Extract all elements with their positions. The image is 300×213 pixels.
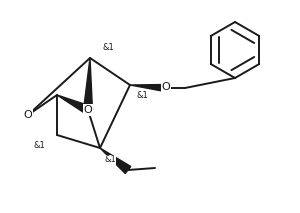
Polygon shape (57, 95, 90, 114)
Text: &1: &1 (104, 155, 116, 164)
Polygon shape (100, 148, 131, 174)
Text: O: O (84, 105, 92, 115)
Text: &1: &1 (33, 141, 45, 150)
Text: &1: &1 (102, 43, 114, 52)
Polygon shape (130, 85, 165, 92)
Text: &1: &1 (136, 91, 148, 99)
Polygon shape (83, 58, 92, 110)
Text: O: O (24, 110, 32, 120)
Text: O: O (162, 82, 170, 92)
